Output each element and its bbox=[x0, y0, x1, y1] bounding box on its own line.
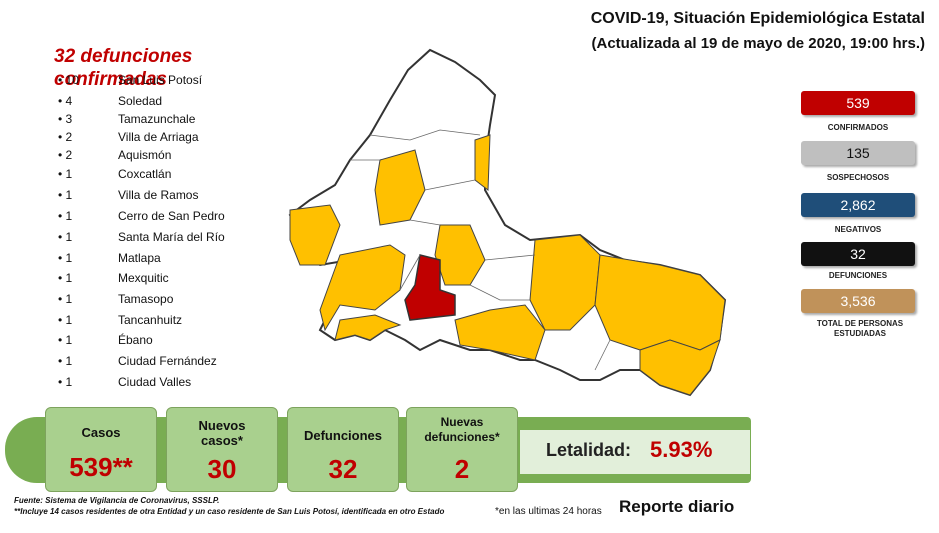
municipality-region-san-luis-potosi bbox=[404, 254, 456, 321]
municipality-name: Coxcatlán bbox=[118, 167, 172, 181]
footnote: **Incluye 14 casos residentes de otra En… bbox=[14, 507, 445, 516]
municipality-name: Tamasopo bbox=[118, 292, 174, 306]
lethality-label: Letalidad: bbox=[546, 440, 632, 460]
deaths-summary-label: Defunciones bbox=[303, 428, 382, 443]
municipality-name: Cerro de San Pedro bbox=[118, 209, 225, 223]
death-count: • 1 bbox=[58, 313, 73, 327]
municipality-border bbox=[409, 219, 441, 226]
municipality-border bbox=[399, 254, 421, 291]
cases-card: Casos 539** bbox=[45, 407, 157, 492]
page-title: COVID-19, Situación Epidemiológica Estat… bbox=[590, 10, 925, 27]
state-map bbox=[288, 48, 727, 397]
suspected-label: SOSPECHOSOS bbox=[826, 173, 890, 182]
map-inner-borders bbox=[350, 129, 611, 371]
municipality-name: Ciudad Valles bbox=[118, 375, 192, 389]
municipality-name: San Luis Potosí bbox=[118, 73, 203, 87]
death-count: • 4 bbox=[58, 94, 73, 108]
total-studied-label: TOTAL DE PERSONAS ESTUDIADAS bbox=[816, 319, 904, 338]
deaths-list-title: 32 defunciones confirmadas bbox=[54, 46, 193, 90]
cases-value: 539** bbox=[69, 452, 133, 482]
municipality-name: Tancanhuitz bbox=[118, 313, 183, 327]
death-count: • 1 bbox=[58, 292, 73, 306]
municipality-border bbox=[594, 339, 611, 371]
deaths-value-box: 32 bbox=[801, 242, 915, 266]
municipality-name: Ébano bbox=[118, 333, 153, 347]
suspected-value-box: 135 bbox=[801, 141, 915, 165]
death-count: • 1 bbox=[58, 251, 73, 265]
map-municipalities bbox=[289, 134, 726, 396]
municipality-border bbox=[469, 284, 530, 301]
deaths-summary-value: 32 bbox=[328, 454, 358, 484]
municipality-border bbox=[484, 254, 536, 261]
municipality-name: Aquismón bbox=[118, 148, 172, 162]
municipality-region bbox=[454, 304, 546, 361]
death-count: • 3 bbox=[58, 112, 73, 126]
new-cases-value: 30 bbox=[207, 454, 237, 484]
lethality-panel bbox=[520, 430, 750, 474]
municipality-region bbox=[529, 234, 601, 331]
page-subtitle: (Actualizada al 19 de mayo de 2020, 19:0… bbox=[591, 35, 926, 52]
municipality-name: Soledad bbox=[118, 94, 163, 108]
new-cases-card: Nuevos casos* 30 bbox=[166, 407, 278, 492]
municipality-region bbox=[474, 134, 491, 191]
municipality-name: Mexquitic bbox=[118, 271, 169, 285]
death-count: • 1 bbox=[58, 188, 73, 202]
municipality-name: Ciudad Fernández bbox=[118, 354, 217, 368]
municipality-name: Santa María del Río bbox=[118, 230, 225, 244]
municipality-name: Villa de Arriaga bbox=[118, 130, 199, 144]
report-label: Reporte diario bbox=[619, 497, 735, 516]
deaths-card: Defunciones 32 bbox=[287, 407, 399, 492]
death-count: • 1 bbox=[58, 209, 73, 223]
lethality-value: 5.93% bbox=[650, 437, 713, 462]
negative-label: NEGATIVOS bbox=[834, 225, 882, 234]
footnote-24h: *en las ultimas 24 horas bbox=[495, 506, 602, 517]
new-deaths-value: 2 bbox=[454, 454, 470, 484]
new-deaths-card: Nuevas defunciones* 2 bbox=[406, 407, 518, 492]
death-count: • 2 bbox=[58, 148, 73, 162]
municipality-name: Matlapa bbox=[118, 251, 161, 265]
deaths-label: DEFUNCIONES bbox=[828, 271, 888, 280]
municipality-region bbox=[289, 204, 341, 266]
municipality-border bbox=[369, 129, 481, 141]
municipality-border bbox=[424, 179, 476, 191]
confirmed-label: CONFIRMADOS bbox=[827, 123, 889, 132]
death-count: • 2 bbox=[58, 130, 73, 144]
death-count: • 1 bbox=[58, 333, 73, 347]
municipality-region bbox=[594, 254, 726, 351]
new-deaths-label: Nuevas defunciones* bbox=[424, 415, 500, 444]
death-count: • 1 bbox=[58, 230, 73, 244]
death-count: • 1 bbox=[58, 354, 73, 368]
death-count: • 1 bbox=[58, 375, 73, 389]
confirmed-value-box: 539 bbox=[801, 91, 915, 115]
negative-value-box: 2,862 bbox=[801, 193, 915, 217]
death-count: • 10 bbox=[58, 73, 79, 87]
source-note: Fuente: Sistema de Vigilancia de Coronav… bbox=[14, 496, 220, 505]
death-count: • 1 bbox=[58, 271, 73, 285]
municipality-region bbox=[639, 339, 721, 396]
municipality-region bbox=[334, 314, 402, 341]
cases-label: Casos bbox=[81, 425, 121, 440]
death-count: • 1 bbox=[58, 167, 73, 181]
municipality-name: Villa de Ramos bbox=[118, 188, 199, 202]
municipality-region bbox=[319, 244, 406, 332]
municipality-name: Tamazunchale bbox=[118, 112, 196, 126]
new-cases-label: Nuevos casos* bbox=[198, 418, 246, 448]
total-studied-value-box: 3,536 bbox=[801, 289, 915, 313]
